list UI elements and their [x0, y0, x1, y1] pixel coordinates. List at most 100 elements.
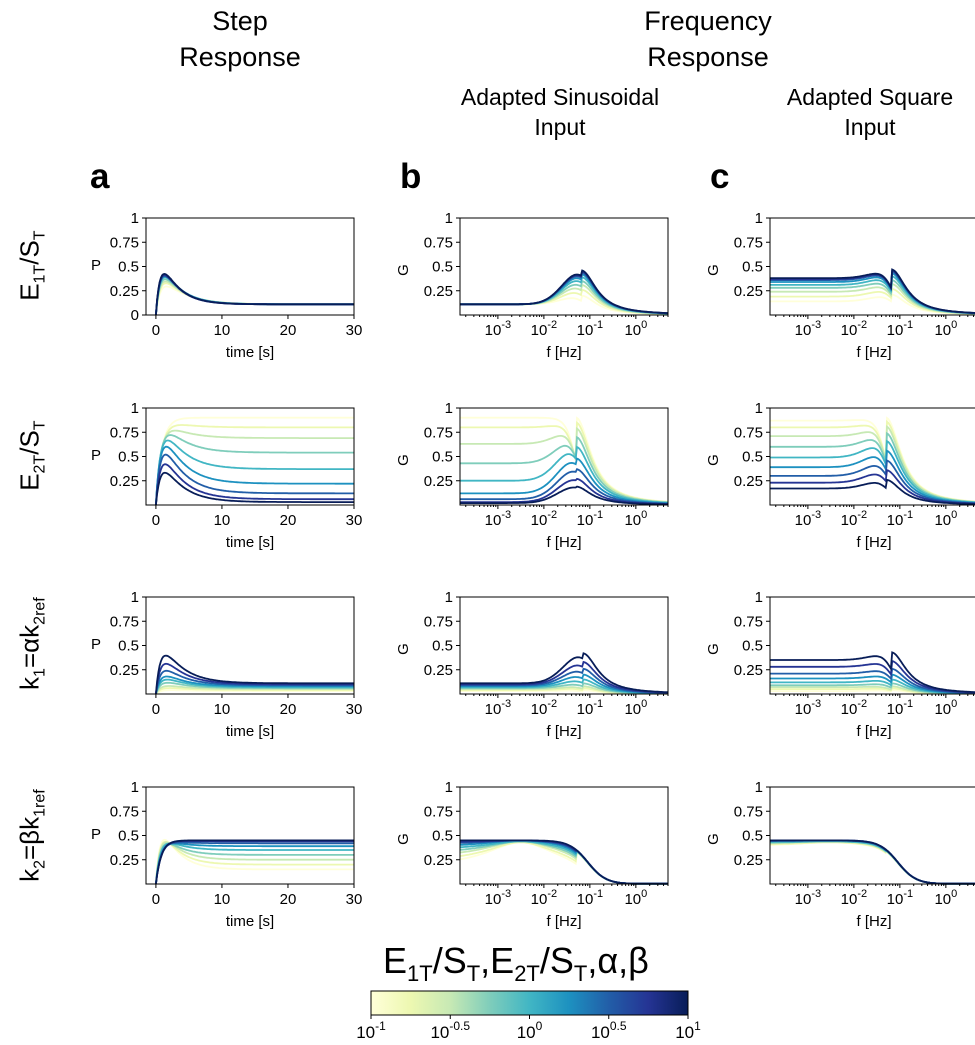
y-axis-label: P — [91, 257, 101, 274]
cbar-title-s3: 2T — [514, 961, 540, 987]
ytick-label: 1 — [755, 589, 763, 606]
series-line-9 — [460, 652, 668, 694]
series-line-2 — [155, 687, 354, 695]
xtick-label: 10 — [214, 701, 231, 718]
ytick-label: 0.75 — [734, 234, 763, 251]
ytick-label: 0.75 — [110, 234, 139, 251]
xtick-label: 0 — [152, 891, 160, 908]
xtick-label: 100 — [624, 698, 647, 718]
cbar-title-p3: ,E — [480, 940, 515, 981]
series-line-9 — [155, 839, 354, 885]
y-axis-label: G — [395, 833, 412, 845]
colorbar-title: E1T/ST,E2T/ST,α,β — [383, 940, 649, 987]
ytick-label: 1 — [755, 210, 763, 227]
xtick-label: 20 — [280, 512, 297, 529]
ytick-label: 1 — [755, 400, 763, 417]
xtick-label: 10-2 — [841, 888, 867, 908]
ytick-label: 0.75 — [424, 234, 453, 251]
ytick-label: 0.5 — [432, 449, 453, 466]
xtick-label: 20 — [280, 322, 297, 339]
series-line-3 — [155, 429, 354, 506]
ytick-label: 0.5 — [118, 449, 139, 466]
cbar-title-p1: E — [383, 940, 408, 981]
xtick-label: 10-3 — [795, 698, 821, 718]
cbar-title-p2: /S — [432, 940, 467, 981]
cbar-title-s4: T — [573, 961, 588, 987]
ytick-label: 0.5 — [432, 828, 453, 845]
series-line-9 — [155, 272, 354, 316]
xtick-label: 10-2 — [841, 698, 867, 718]
colorbar-tick-label: 101 — [675, 1019, 701, 1042]
series-line-9 — [769, 651, 975, 693]
series-line-4 — [155, 278, 354, 316]
xtick-label: 10-2 — [841, 509, 867, 529]
y-axis-label: G — [705, 454, 722, 466]
series-line-8 — [155, 463, 354, 506]
series-line-8 — [155, 840, 354, 885]
axes-frame — [459, 786, 669, 885]
xtick-label: 100 — [934, 319, 957, 339]
xtick-label: 10-2 — [531, 509, 557, 529]
xtick-label: 10-3 — [485, 509, 511, 529]
y-axis-label: G — [395, 454, 412, 466]
series-line-2 — [769, 841, 975, 885]
ytick-label: 1 — [131, 400, 139, 417]
series-line-9 — [770, 268, 975, 314]
series-line-1 — [155, 838, 354, 885]
x-axis-label: f [Hz] — [856, 913, 891, 930]
series-line-8 — [770, 659, 975, 694]
xtick-label: 10-1 — [887, 319, 913, 339]
series-line-8 — [460, 660, 668, 694]
xtick-label: 20 — [280, 701, 297, 718]
ytick-label: 0.75 — [424, 424, 453, 441]
y-axis-label: G — [705, 264, 722, 276]
ytick-label: 0.25 — [424, 852, 453, 869]
xtick-label: 10-3 — [795, 888, 821, 908]
ytick-label: 0.25 — [424, 662, 453, 679]
ytick-label: 0.25 — [424, 283, 453, 300]
y-axis-label: G — [395, 264, 412, 276]
x-axis-label: f [Hz] — [856, 723, 891, 740]
ytick-label: 1 — [755, 779, 763, 796]
ytick-label: 1 — [131, 779, 139, 796]
xtick-label: 10 — [214, 322, 231, 339]
y-axis-label: G — [705, 833, 722, 845]
x-axis-label: f [Hz] — [546, 344, 581, 361]
xtick-label: 10-1 — [577, 319, 603, 339]
chart-panel-b-row2: 0.25 0.5 0.75 1 10-3 10-2 10-1 100 f [Hz] G — [395, 400, 669, 551]
axes-frame — [459, 217, 669, 316]
ytick-label: 0.25 — [110, 852, 139, 869]
xtick-label: 10-3 — [795, 319, 821, 339]
series-line-7 — [155, 841, 354, 885]
x-axis-label: time [s] — [226, 913, 274, 930]
xtick-label: 0 — [152, 322, 160, 339]
xtick-label: 10-1 — [577, 698, 603, 718]
series-line-3 — [155, 841, 354, 885]
ytick-label: 0.5 — [742, 449, 763, 466]
ytick-label: 0.5 — [118, 638, 139, 655]
series-line-6 — [460, 457, 668, 505]
x-axis-label: f [Hz] — [546, 913, 581, 930]
series-line-7 — [155, 453, 354, 506]
colorbar-tick-label: 100.5 — [591, 1019, 627, 1042]
xtick-label: 0 — [152, 512, 160, 529]
y-axis-label: P — [91, 447, 101, 464]
series-line-9 — [460, 269, 668, 314]
ytick-label: 0.25 — [734, 662, 763, 679]
x-axis-label: f [Hz] — [856, 344, 891, 361]
series-line-5 — [770, 439, 975, 504]
ytick-label: 1 — [131, 210, 139, 227]
colorbar — [370, 990, 689, 1016]
x-axis-label: time [s] — [226, 534, 274, 551]
xtick-label: 30 — [346, 891, 363, 908]
xtick-label: 100 — [624, 888, 647, 908]
series-line-5 — [155, 678, 354, 695]
ytick-label: 0.5 — [118, 259, 139, 276]
xtick-label: 30 — [346, 322, 363, 339]
xtick-label: 10-1 — [887, 698, 913, 718]
series-line-4 — [155, 842, 354, 885]
xtick-label: 10-2 — [531, 698, 557, 718]
header-sq-line1: Adapted Square — [786, 84, 954, 110]
